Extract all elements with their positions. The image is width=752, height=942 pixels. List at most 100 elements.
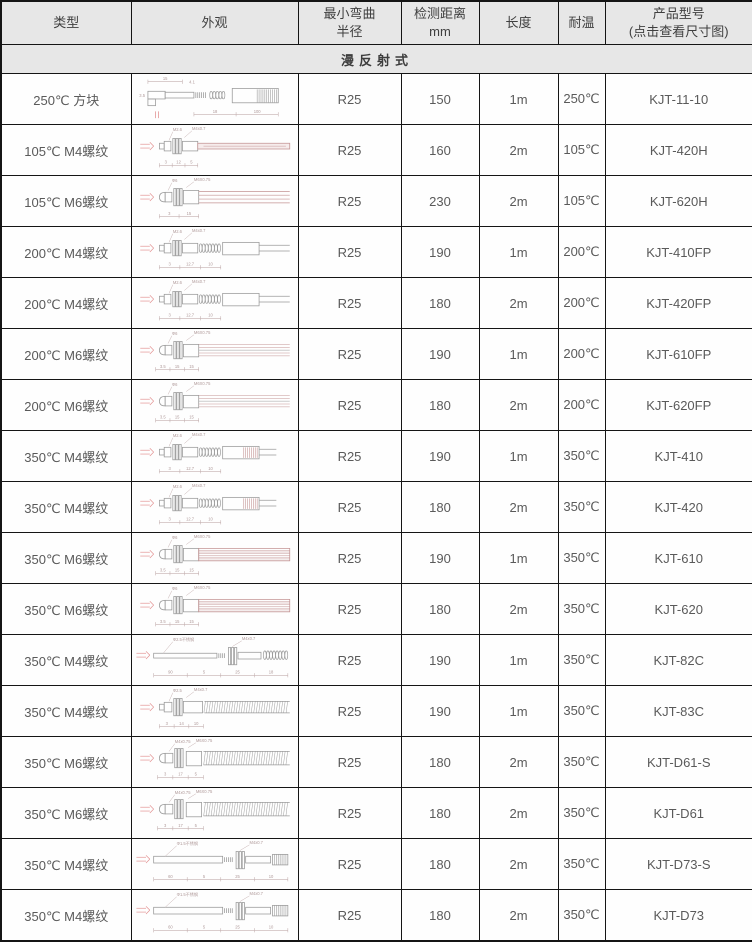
type-cell: 250℃ 方块 bbox=[0, 73, 132, 125]
table-row: 200℃ M4螺纹 M2.6 M4x0.7 3 12.7 10 R25 180 2m 2… bbox=[0, 277, 752, 329]
bend-radius-cell: R25 bbox=[297, 430, 402, 482]
length-cell: 1m bbox=[478, 430, 559, 482]
type-cell: 200℃ M4螺纹 bbox=[0, 277, 132, 329]
type-cell: 350℃ M4螺纹 bbox=[0, 685, 132, 737]
appearance-cell: M2.6 M4x0.7 3 12.7 10 bbox=[130, 277, 299, 329]
svg-text:12.7: 12.7 bbox=[186, 312, 195, 317]
product-model-link[interactable]: KJT-620 bbox=[604, 583, 752, 635]
svg-text:14: 14 bbox=[179, 720, 184, 725]
bend-radius-cell: R25 bbox=[297, 124, 402, 176]
table-row: 350℃ M6螺纹 Φ6 M6X0.75 3.5 15 15 R25 190 1m 35… bbox=[0, 532, 752, 584]
length-cell: 2m bbox=[478, 124, 559, 176]
table-row: 200℃ M4螺纹 M2.6 M4x0.7 3 12.7 10 R25 190 1m 2… bbox=[0, 226, 752, 278]
product-model-link[interactable]: KJT-610FP bbox=[604, 328, 752, 380]
appearance-cell: M2.6 M4x0.7 3 12.7 10 bbox=[130, 226, 299, 278]
temp-cell: 350℃ bbox=[557, 532, 606, 584]
svg-text:17: 17 bbox=[178, 771, 183, 776]
svg-text:3: 3 bbox=[168, 516, 171, 521]
product-model-link[interactable]: KJT-82C bbox=[604, 634, 752, 686]
svg-text:12.7: 12.7 bbox=[186, 261, 195, 266]
svg-text:M2.6: M2.6 bbox=[172, 483, 182, 488]
svg-text:Φ6: Φ6 bbox=[171, 330, 177, 335]
svg-text:M4x0.7: M4x0.7 bbox=[249, 891, 263, 896]
svg-text:5: 5 bbox=[194, 771, 197, 776]
appearance-cell: Φ2.5 M4x0.7 3 14 10 bbox=[130, 685, 299, 737]
svg-text:M2.6: M2.6 bbox=[172, 228, 182, 233]
svg-text:M6X0.75: M6X0.75 bbox=[193, 177, 210, 182]
sensor-drawing: Φ1.5不锈钢 M4x0.7 60 5 25 10 bbox=[135, 840, 295, 886]
detect-distance-cell: 180 bbox=[400, 277, 480, 329]
temp-cell: 250℃ bbox=[557, 73, 606, 125]
col-header-detect-distance: 检测距离 mm bbox=[400, 0, 480, 45]
table-row: 350℃ M4螺纹 Φ1.5不锈钢 M4x0.7 60 5 25 10 R25 180 2… bbox=[0, 838, 752, 890]
col-header-model: 产品型号 (点击查看尺寸图) bbox=[604, 0, 752, 45]
table-row: 350℃ M4螺纹 Φ1.5不锈钢 M4x0.7 60 5 25 10 R25 180 2… bbox=[0, 889, 752, 942]
product-model-link[interactable]: KJT-83C bbox=[604, 685, 752, 737]
type-cell: 105℃ M4螺纹 bbox=[0, 124, 132, 176]
appearance-cell: Φ2.5不锈钢 M4x0.7 90 5 25 18 bbox=[130, 634, 299, 686]
product-model-link[interactable]: KJT-620H bbox=[604, 175, 752, 227]
length-cell: 1m bbox=[478, 685, 559, 737]
section-row: 漫反射式 bbox=[0, 44, 752, 74]
type-cell: 350℃ M6螺纹 bbox=[0, 583, 132, 635]
header-row: 类型 外观 最小弯曲 半径 检测距离 mm 长度 耐温 产品型号 (点击查看尺寸… bbox=[0, 0, 752, 45]
detect-distance-cell: 180 bbox=[400, 379, 480, 431]
length-cell: 2m bbox=[478, 583, 559, 635]
product-model-link[interactable]: KJT-420FP bbox=[604, 277, 752, 329]
temp-cell: 350℃ bbox=[557, 787, 606, 839]
bend-radius-cell: R25 bbox=[297, 73, 402, 125]
sensor-drawing: M2.6 M4x0.7 3 12.7 10 bbox=[135, 279, 295, 325]
product-model-link[interactable]: KJT-410FP bbox=[604, 226, 752, 278]
svg-text:25: 25 bbox=[235, 873, 240, 878]
product-model-link[interactable]: KJT-D61 bbox=[604, 787, 752, 839]
bend-radius-cell: R25 bbox=[297, 838, 402, 890]
sensor-drawing: Φ6 M6X0.75 3.5 15 15 bbox=[135, 330, 295, 376]
svg-text:5: 5 bbox=[190, 159, 193, 164]
temp-cell: 350℃ bbox=[557, 685, 606, 737]
length-cell: 2m bbox=[478, 277, 559, 329]
col-header-bend-radius: 最小弯曲 半径 bbox=[297, 0, 402, 45]
svg-text:Φ6: Φ6 bbox=[171, 534, 177, 539]
svg-text:12: 12 bbox=[176, 159, 181, 164]
product-model-link[interactable]: KJT-410 bbox=[604, 430, 752, 482]
svg-text:M4x0.7: M4x0.7 bbox=[192, 279, 206, 284]
temp-cell: 350℃ bbox=[557, 481, 606, 533]
svg-text:3.5: 3.5 bbox=[159, 567, 165, 572]
product-model-link[interactable]: KJT-D73-S bbox=[604, 838, 752, 890]
product-model-link[interactable]: KJT-D73 bbox=[604, 889, 752, 942]
col-header-type: 类型 bbox=[0, 0, 132, 45]
svg-text:Φ1.5不锈钢: Φ1.5不锈钢 bbox=[176, 840, 197, 846]
svg-text:15: 15 bbox=[189, 363, 194, 368]
product-model-link[interactable]: KJT-420 bbox=[604, 481, 752, 533]
svg-text:10: 10 bbox=[268, 873, 273, 878]
temp-cell: 200℃ bbox=[557, 379, 606, 431]
type-cell: 105℃ M6螺纹 bbox=[0, 175, 132, 227]
product-model-link[interactable]: KJT-D61-S bbox=[604, 736, 752, 788]
bend-radius-cell: R25 bbox=[297, 277, 402, 329]
product-model-link[interactable]: KJT-620FP bbox=[604, 379, 752, 431]
appearance-cell: M4x0.75 M6X0.75 3 17 5 bbox=[130, 787, 299, 839]
sensor-drawing: Φ2.5 M4x0.7 3 14 10 bbox=[135, 687, 295, 733]
type-cell: 350℃ M4螺纹 bbox=[0, 430, 132, 482]
product-model-link[interactable]: KJT-420H bbox=[604, 124, 752, 176]
product-model-link[interactable]: KJT-610 bbox=[604, 532, 752, 584]
product-model-link[interactable]: KJT-11-10 bbox=[604, 73, 752, 125]
type-cell: 350℃ M4螺纹 bbox=[0, 481, 132, 533]
length-cell: 1m bbox=[478, 634, 559, 686]
svg-text:15: 15 bbox=[186, 210, 191, 215]
svg-text:5: 5 bbox=[194, 822, 197, 827]
svg-text:M4x0.7: M4x0.7 bbox=[241, 636, 255, 641]
appearance-cell: Φ1.5不锈钢 M4x0.7 60 5 25 10 bbox=[130, 838, 299, 890]
temp-cell: 200℃ bbox=[557, 277, 606, 329]
detect-distance-cell: 180 bbox=[400, 583, 480, 635]
svg-text:3: 3 bbox=[164, 822, 167, 827]
svg-text:60: 60 bbox=[168, 873, 173, 878]
table-row: 350℃ M4螺纹 M2.6 M4x0.7 3 12.7 10 R25 180 2m 3… bbox=[0, 481, 752, 533]
svg-text:Φ2.5: Φ2.5 bbox=[172, 687, 182, 692]
length-cell: 2m bbox=[478, 481, 559, 533]
appearance-cell: 15 4.1 3.5 18 100 bbox=[130, 73, 299, 125]
svg-text:15: 15 bbox=[189, 618, 194, 623]
svg-text:Φ6: Φ6 bbox=[171, 177, 177, 182]
svg-text:25: 25 bbox=[235, 924, 240, 929]
type-cell: 350℃ M6螺纹 bbox=[0, 532, 132, 584]
